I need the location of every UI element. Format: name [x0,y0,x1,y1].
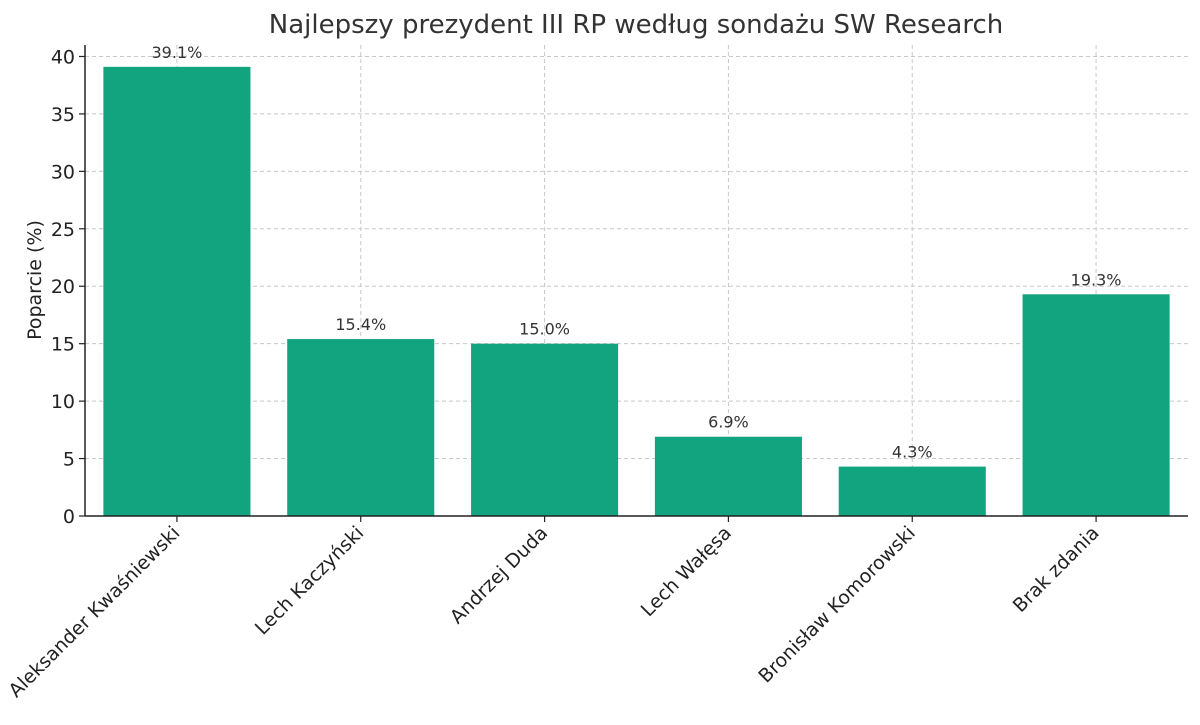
bar [1022,294,1170,516]
data-label: 15.0% [519,320,570,339]
data-label: 39.1% [152,43,203,62]
bar [654,436,802,516]
x-tick-label: Lech Wałęsa [637,522,736,621]
bar [103,66,251,516]
x-tick-label: Andrzej Duda [446,522,552,628]
y-tick-label: 0 [63,506,75,528]
y-tick-label: 40 [51,46,75,68]
y-tick-label: 30 [51,161,75,183]
chart-title: Najlepszy prezydent III RP według sondaż… [269,10,1003,40]
data-label: 4.3% [892,443,933,462]
data-label: 15.4% [335,315,386,334]
y-tick-label: 20 [51,276,75,298]
y-tick-label: 35 [51,104,75,126]
y-axis-label: Poparcie (%) [24,220,46,340]
data-label: 6.9% [708,413,749,432]
x-tick-label: Aleksander Kwaśniewski [5,522,185,702]
x-ticks: Aleksander Kwaśniewski Lech Kaczyński Andr… [5,516,1104,702]
y-tick-label: 5 [63,449,75,471]
bar [838,466,986,516]
bar [471,343,619,516]
x-tick-label: Lech Kaczyński [251,522,368,639]
y-tick-label: 25 [51,219,75,241]
data-labels: 39.1% 15.4% 15.0% 6.9% 4.3% 19.3% [152,43,1122,462]
bar [287,339,435,516]
bars [103,66,1170,516]
y-ticks: 0 5 10 15 20 25 30 35 40 [51,46,85,528]
data-label: 19.3% [1071,270,1122,289]
axes [84,45,1188,517]
y-tick-label: 15 [51,334,75,356]
y-tick-label: 10 [51,391,75,413]
x-tick-label: Bronisław Komorowski [754,522,919,687]
x-tick-label: Brak zdania [1009,522,1104,617]
